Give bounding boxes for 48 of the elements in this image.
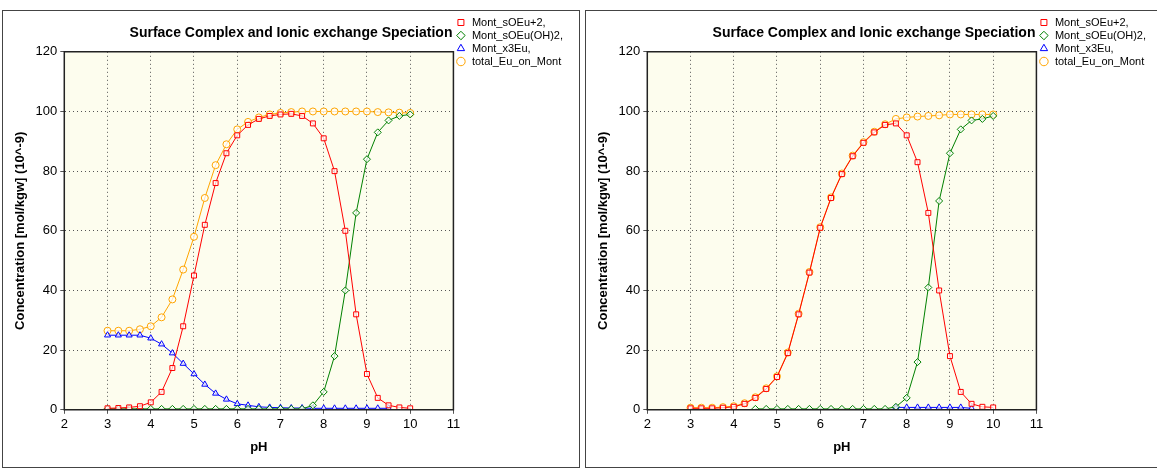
y-tick-label: 120 [618,43,641,59]
y-tick-label: 20 [42,341,58,357]
y-tick-label: 120 [35,43,58,59]
x-tick-label: 2 [643,416,651,432]
legend-label: total_Eu_on_Mont [471,54,562,67]
x-tick-label: 5 [773,416,781,432]
legend-label: Mont_sOEu+2, [471,15,546,28]
x-tick-label: 4 [147,416,155,432]
y-tick-label: 0 [50,401,58,417]
y-tick-label: 0 [633,401,641,417]
y-tick-label: 80 [625,162,641,178]
legend-label: Mont_sOEu(OH)2, [471,28,564,41]
legend-label: Mont_sOEu(OH)2, [1054,28,1147,41]
x-tick-label: 7 [276,416,285,432]
chart-title: Surface Complex and Ionic exchange Speciation [129,24,453,41]
x-tick-label: 4 [730,416,738,432]
x-tick-label: 3 [686,416,695,432]
legend-label: total_Eu_on_Mont [1054,54,1145,67]
chart-title: Surface Complex and Ionic exchange Speciation [712,24,1036,41]
y-tick-label: 80 [42,162,58,178]
y-tick-label: 60 [625,222,641,238]
x-tick-label: 9 [946,416,954,432]
x-tick-label: 3 [103,416,112,432]
y-tick-label: 100 [35,103,58,119]
x-tick-label: 5 [190,416,198,432]
x-tick-label: 6 [816,416,824,432]
x-tick-label: 10 [402,416,418,432]
x-tick-label: 8 [903,416,911,432]
x-tick-label: 11 [1029,416,1044,432]
y-tick-label: 20 [625,341,641,357]
y-tick-label: 40 [625,282,641,298]
y-axis-title: Concentration [mol/kgw] (10^-9) [595,131,611,330]
x-tick-label: 10 [985,416,1001,432]
legend-label: Mont_x3Eu, [1054,41,1114,54]
x-tick-label: 8 [320,416,328,432]
x-tick-label: 2 [60,416,68,432]
x-tick-label: 11 [446,416,461,432]
x-axis-title: pH [250,438,268,454]
x-axis-title: pH [833,438,851,454]
y-tick-label: 60 [42,222,58,238]
y-axis-title: Concentration [mol/kgw] (10^-9) [12,131,28,330]
legend-label: Mont_sOEu+2, [1054,15,1129,28]
y-tick-label: 40 [42,282,58,298]
legend-label: Mont_x3Eu, [471,41,531,54]
x-tick-label: 9 [363,416,371,432]
y-tick-label: 100 [618,103,641,119]
x-tick-label: 7 [859,416,868,432]
x-tick-label: 6 [233,416,241,432]
